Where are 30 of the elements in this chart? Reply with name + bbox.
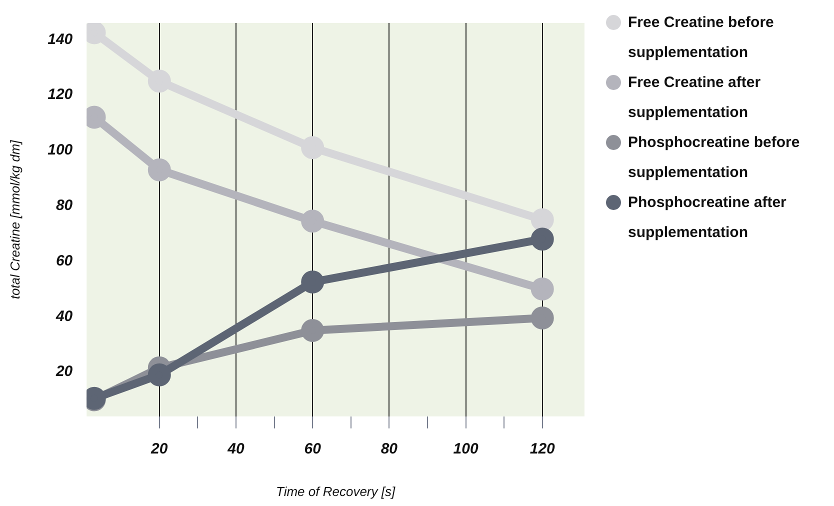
x-tick-label: 80 xyxy=(380,440,398,458)
x-tick-label: 120 xyxy=(530,440,556,458)
point xyxy=(530,277,554,300)
legend-label: Phosphocreatine before supplementation xyxy=(628,133,801,183)
y-tick-label: 20 xyxy=(54,363,74,380)
legend-label: Free Creatine after supplementation xyxy=(628,73,762,123)
y-axis-title: total Creatine [mmol/kg dm] xyxy=(7,140,22,300)
legend-label: Free Creatine before supplementation xyxy=(628,13,775,63)
x-tick-label: 100 xyxy=(453,440,479,458)
y-tick-label: 100 xyxy=(48,142,74,159)
y-tick-label: 120 xyxy=(48,86,74,104)
point xyxy=(301,270,324,294)
point xyxy=(530,306,554,330)
y-tick-label: 40 xyxy=(54,308,74,325)
x-tick-label: 60 xyxy=(304,440,322,458)
y-tick-label: 140 xyxy=(48,30,74,48)
point xyxy=(148,363,171,386)
point xyxy=(530,208,554,232)
legend-label: Phosphocreatine after supplementation xyxy=(628,193,788,243)
point xyxy=(530,228,554,251)
point xyxy=(148,70,171,93)
y-tick-label: 80 xyxy=(56,196,74,214)
x-axis-title: Time of Recovery [s] xyxy=(276,484,396,499)
point xyxy=(301,210,324,233)
y-tick-label: 60 xyxy=(56,252,74,270)
x-tick-label: 40 xyxy=(226,440,245,458)
point xyxy=(148,158,171,182)
point xyxy=(301,319,324,342)
point xyxy=(301,136,324,160)
x-tick-label: 20 xyxy=(150,440,168,458)
